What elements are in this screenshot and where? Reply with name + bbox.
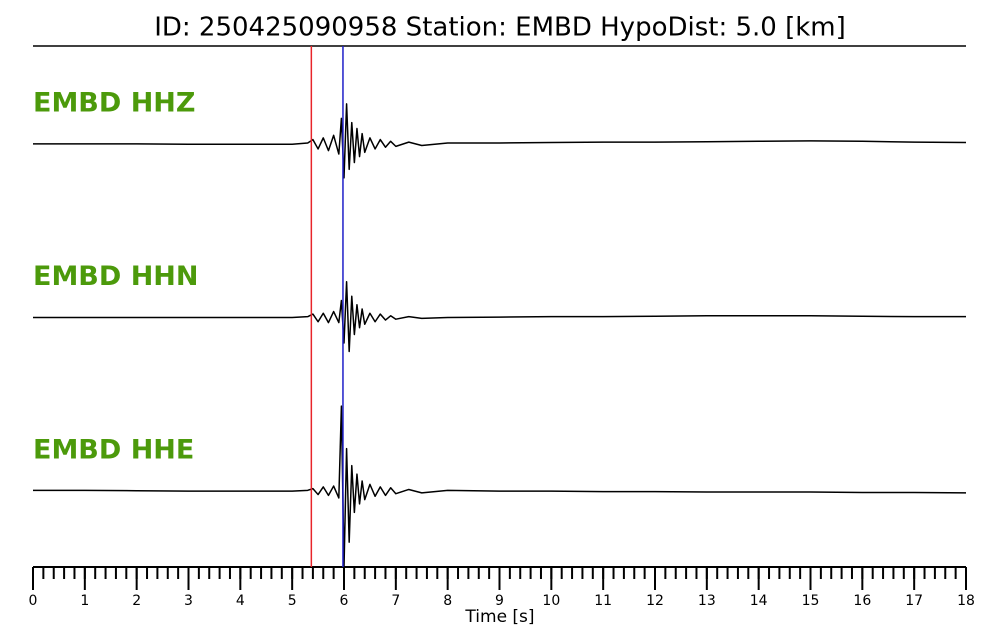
x-tick-label: 1 — [80, 593, 89, 609]
x-axis-label: Time [s] — [464, 607, 534, 627]
x-tick-label: 3 — [184, 593, 193, 609]
trace-label: EMBD HHN — [33, 261, 199, 292]
x-tick-label: 14 — [750, 593, 768, 609]
x-tick-label: 11 — [594, 593, 612, 609]
x-tick-label: 12 — [646, 593, 664, 609]
x-tick-label: 7 — [391, 593, 400, 609]
x-tick-label: 16 — [853, 593, 871, 609]
x-tick-label: 8 — [443, 593, 452, 609]
chart-title: ID: 250425090958 Station: EMBD HypoDist:… — [154, 13, 846, 43]
x-tick-label: 5 — [288, 593, 297, 609]
trace — [33, 281, 966, 353]
x-tick-label: 15 — [802, 593, 820, 609]
trace-label: EMBD HHZ — [33, 87, 195, 118]
x-tick-label: 18 — [957, 593, 975, 609]
x-tick-label: 10 — [542, 593, 560, 609]
x-tick-label: 2 — [132, 593, 141, 609]
x-tick-label: 6 — [340, 593, 349, 609]
x-tick-label: 13 — [698, 593, 716, 609]
trace — [33, 405, 967, 569]
x-tick-label: 4 — [236, 593, 245, 609]
trace-label: EMBD HHE — [33, 435, 194, 466]
x-tick-label: 9 — [495, 593, 504, 609]
x-tick-label: 0 — [29, 593, 38, 609]
x-tick-label: 17 — [905, 593, 923, 609]
